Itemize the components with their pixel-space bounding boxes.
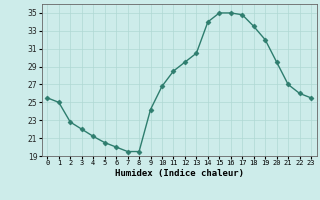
X-axis label: Humidex (Indice chaleur): Humidex (Indice chaleur) xyxy=(115,169,244,178)
